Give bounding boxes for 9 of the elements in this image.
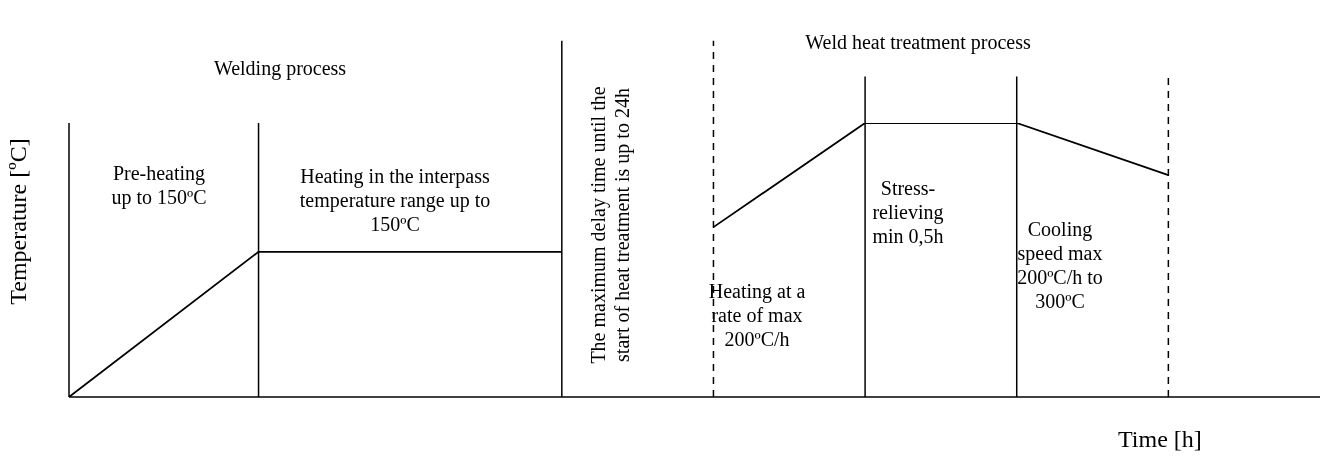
- annotation: Stress-relieving min 0,5h: [871, 176, 945, 248]
- x-axis-title: Time [h]: [1118, 426, 1202, 453]
- text: Weld heat treatment process: [804, 30, 1032, 54]
- y-axis-title: Temperature [ºC]: [4, 137, 32, 307]
- annotation: The maximum delay time until the start of heat treatment is up to 24h: [586, 85, 634, 365]
- annotation: Heating in the interpass temperature range up to 150ºC: [298, 164, 492, 236]
- annotation: Cooling speed max 200ºC/h to 300ºC: [1016, 217, 1104, 313]
- annotation: Pre-heating up to 150ºC: [110, 161, 208, 209]
- text: Welding process: [212, 56, 348, 80]
